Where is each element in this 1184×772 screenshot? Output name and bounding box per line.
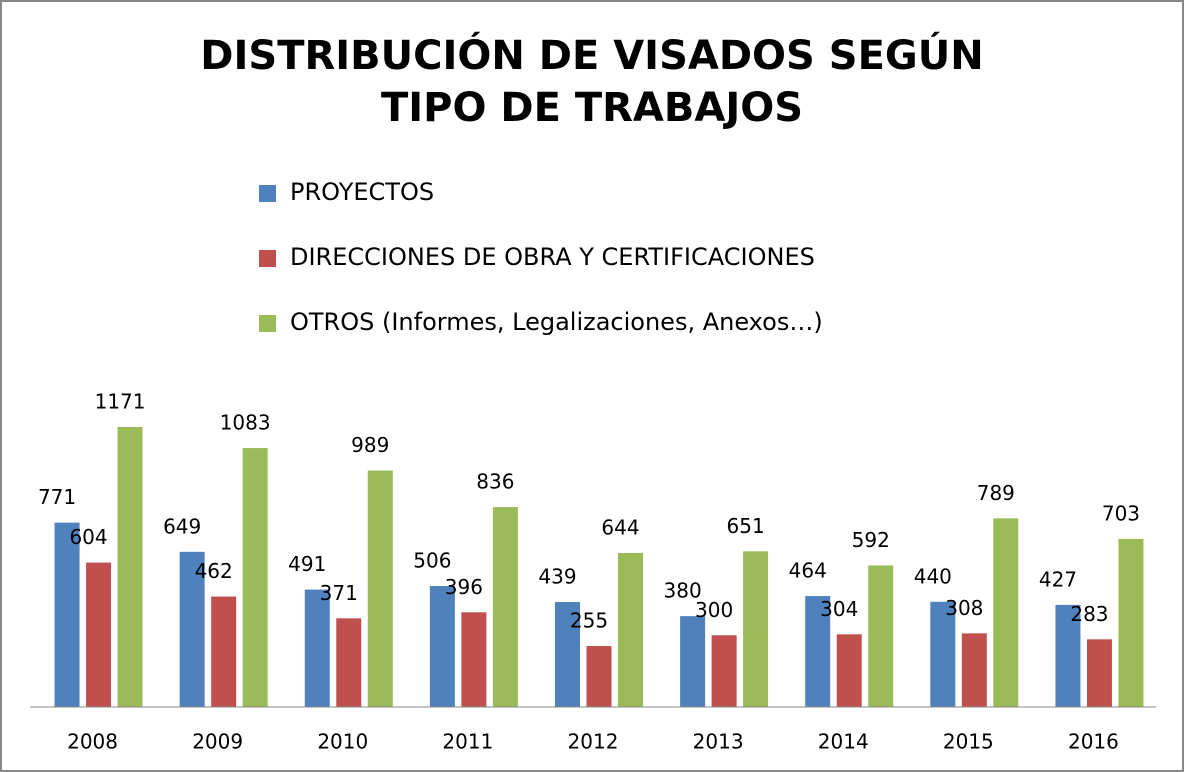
x-tick-label: 2015 (943, 730, 994, 754)
bar (805, 596, 831, 707)
data-label: 651 (727, 514, 765, 538)
bar (1118, 538, 1144, 707)
data-label: 989 (351, 433, 389, 457)
x-tick-label: 2012 (568, 730, 619, 754)
data-label: 789 (977, 481, 1015, 505)
bar (86, 562, 112, 707)
x-tick-label: 2016 (1068, 730, 1119, 754)
x-tick-label: 2013 (693, 730, 744, 754)
bar (367, 470, 393, 707)
bar (179, 551, 205, 707)
data-label: 703 (1102, 501, 1140, 525)
data-label: 462 (195, 559, 233, 583)
data-label: 371 (320, 581, 358, 605)
legend-swatch (259, 315, 276, 332)
x-tick-label: 2014 (818, 730, 869, 754)
bar (429, 586, 455, 707)
bar (1086, 639, 1112, 707)
bar (743, 551, 769, 707)
x-tick-label: 2010 (317, 730, 368, 754)
bar (54, 522, 80, 707)
bar (555, 602, 580, 707)
data-label: 439 (538, 565, 576, 589)
data-label: 427 (1039, 567, 1077, 591)
data-label: 396 (445, 575, 483, 599)
data-label: 836 (476, 470, 514, 494)
legend-swatch (259, 185, 276, 202)
data-label: 308 (945, 596, 983, 620)
bar (461, 612, 487, 707)
legend-label: OTROS (Informes, Legalizaciones, Anexos…… (290, 308, 823, 336)
legend-label: DIRECCIONES DE OBRA Y CERTIFICACIONES (290, 243, 815, 271)
data-label: 283 (1070, 602, 1108, 626)
bar (586, 646, 612, 707)
bar (993, 518, 1019, 707)
bar (492, 507, 518, 707)
data-label: 604 (69, 525, 107, 549)
legend-label: PROYECTOS (290, 178, 434, 206)
legend-swatch (259, 250, 276, 267)
bar (868, 565, 894, 707)
data-label: 304 (820, 597, 858, 621)
bar (711, 635, 737, 707)
bar (1055, 604, 1081, 707)
bar (211, 596, 237, 707)
bar (961, 633, 987, 707)
bar (836, 634, 862, 707)
bar (618, 553, 643, 707)
data-label: 649 (163, 514, 201, 538)
bar (930, 601, 956, 707)
data-label: 491 (288, 552, 326, 576)
data-label: 300 (695, 598, 733, 622)
x-tick-label: 2009 (192, 730, 243, 754)
bar (336, 618, 362, 707)
data-label: 464 (789, 559, 827, 583)
data-label: 771 (38, 485, 76, 509)
x-tick-label: 2011 (442, 730, 493, 754)
data-label: 592 (852, 528, 890, 552)
bar (304, 589, 330, 707)
data-label: 1083 (220, 411, 271, 435)
data-label: 380 (664, 579, 702, 603)
data-label: 1171 (95, 390, 146, 414)
bar (242, 448, 268, 707)
bar (117, 427, 143, 707)
data-label: 644 (601, 516, 639, 540)
data-label: 255 (570, 609, 608, 633)
x-tick-label: 2008 (67, 730, 118, 754)
data-label: 506 (413, 549, 451, 573)
chart-title: DISTRIBUCIÓN DE VISADOS SEGÚN TIPO DE TR… (200, 33, 984, 131)
data-label: 440 (914, 564, 952, 588)
bar (680, 616, 706, 707)
